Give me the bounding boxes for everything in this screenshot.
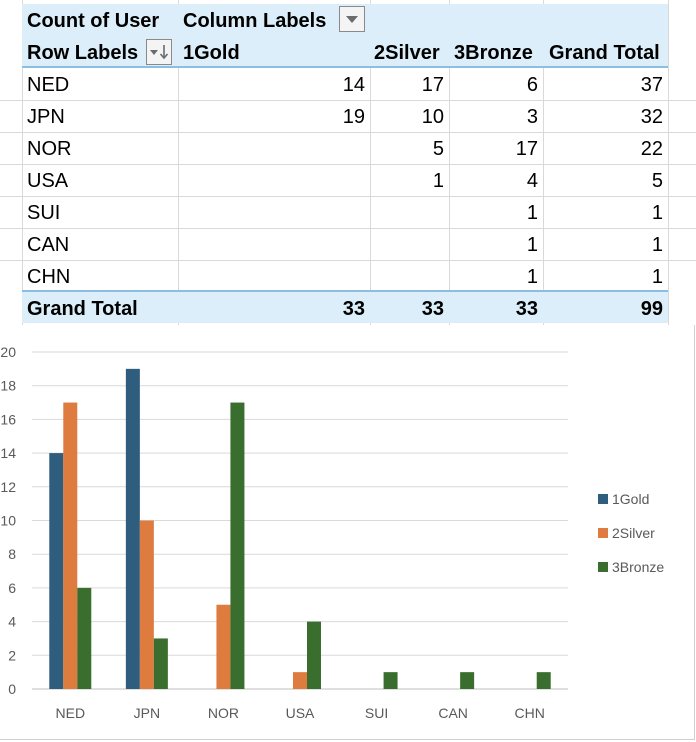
y-tick-label: 14 [0, 445, 16, 461]
cell-value[interactable]: 22 [640, 138, 663, 160]
row-label[interactable]: SUI [27, 202, 61, 224]
bar-3bronze-ned [77, 587, 92, 689]
y-tick-label: 12 [0, 479, 16, 495]
grid-line [0, 260, 696, 261]
row-label[interactable]: NOR [27, 138, 72, 160]
cell-value[interactable]: 1 [651, 266, 663, 288]
grand-total-value[interactable]: 33 [342, 298, 365, 320]
y-tick-label: 20 [0, 344, 16, 360]
row-label[interactable]: JPN [27, 106, 65, 128]
sort-filter-icon [150, 45, 169, 60]
row-label[interactable]: NED [27, 74, 70, 96]
cell-value[interactable]: 32 [640, 106, 663, 128]
cell-value[interactable]: 17 [515, 138, 538, 160]
bar-2silver-usa [293, 672, 307, 689]
cell-value[interactable]: 1 [432, 170, 444, 192]
grid-line [0, 164, 696, 165]
legend-swatch [598, 494, 608, 504]
grid-line [178, 0, 179, 325]
cell-value[interactable]: 3 [526, 106, 538, 128]
pivot-total-band [22, 292, 668, 323]
grid-line [22, 0, 23, 325]
bar-2silver-jpn [139, 520, 154, 689]
y-tick-label: 8 [8, 546, 16, 562]
cell-value[interactable]: 1 [651, 202, 663, 224]
x-tick-label: NED [56, 705, 86, 721]
row-sort-filter-button[interactable] [146, 39, 172, 65]
row-labels-header[interactable]: Row Labels [27, 42, 139, 64]
legend-swatch [598, 528, 608, 538]
row-label[interactable]: CAN [27, 234, 70, 256]
bar-3bronze-chn [536, 672, 551, 689]
grand-total-value[interactable]: 33 [515, 298, 538, 320]
pivot-corner-label[interactable]: Count of User [27, 10, 160, 32]
cell-value[interactable]: 4 [526, 170, 538, 192]
x-tick-label: SUI [365, 705, 388, 721]
pivot-table: Count of User Column Labels Row Labels 1… [0, 0, 696, 325]
grid-line [370, 0, 371, 325]
pivot-chart[interactable]: 0 2 4 6 8 10 12 14 16 18 20 NED JPN NOR USA SUI CAN CHN 1G… [0, 325, 695, 740]
column-filter-button[interactable] [339, 6, 365, 32]
bar-3bronze-nor [230, 402, 245, 689]
cell-value[interactable]: 1 [526, 202, 538, 224]
dropdown-arrow-icon [346, 16, 358, 23]
cell-value[interactable]: 5 [432, 138, 444, 160]
legend-swatch [598, 562, 608, 572]
y-tick-label: 0 [8, 681, 16, 697]
cell-value[interactable]: 17 [421, 74, 444, 96]
y-tick-label: 18 [0, 378, 16, 394]
grid-line [0, 132, 696, 133]
row-label[interactable]: CHN [27, 266, 71, 288]
grand-total-label[interactable]: Grand Total [27, 298, 138, 320]
y-tick-label: 2 [8, 647, 16, 663]
legend-label: 2Silver [612, 525, 655, 541]
x-tick-label: CAN [438, 705, 468, 721]
y-tick-label: 6 [8, 580, 16, 596]
grid-line [0, 196, 696, 197]
column-labels-header[interactable]: Column Labels [183, 10, 327, 32]
row-label[interactable]: USA [27, 170, 69, 192]
grid-line [543, 0, 544, 325]
cell-value[interactable]: 1 [526, 234, 538, 256]
column-header-bronze[interactable]: 3Bronze [454, 42, 533, 64]
x-tick-label: CHN [515, 705, 545, 721]
pivot-header-divider [22, 66, 668, 68]
bar-3bronze-jpn [153, 638, 168, 689]
bar-1gold-jpn [125, 368, 140, 689]
grid-line [0, 100, 696, 101]
legend-label: 3Bronze [612, 559, 664, 575]
cell-value[interactable]: 1 [651, 234, 663, 256]
x-tick-label: USA [286, 705, 315, 721]
bar-3bronze-sui [383, 672, 398, 689]
bar-chart-svg: 0 2 4 6 8 10 12 14 16 18 20 NED JPN NOR USA SUI CAN CHN 1G… [0, 344, 664, 721]
cell-value[interactable]: 1 [526, 266, 538, 288]
grid-line [0, 228, 696, 229]
column-header-grand-total[interactable]: Grand Total [549, 42, 660, 64]
bar-2silver-ned [63, 402, 78, 689]
cell-value[interactable]: 19 [342, 106, 365, 128]
cell-value[interactable]: 10 [421, 106, 444, 128]
cell-value[interactable]: 37 [640, 74, 663, 96]
y-tick-label: 4 [8, 614, 16, 630]
cell-value[interactable]: 5 [651, 170, 663, 192]
y-tick-label: 16 [0, 411, 16, 427]
legend-label: 1Gold [612, 491, 649, 507]
grid-line [668, 0, 669, 325]
x-tick-label: NOR [208, 705, 239, 721]
column-header-silver[interactable]: 2Silver [374, 42, 440, 64]
x-tick-label: JPN [134, 705, 160, 721]
bar-1gold-ned [49, 453, 64, 689]
bar-3bronze-can [460, 672, 475, 689]
pivot-total-divider [22, 290, 668, 292]
grid-line [449, 0, 450, 325]
bar-3bronze-usa [307, 621, 321, 689]
bar-2silver-nor [216, 604, 231, 689]
grand-total-value[interactable]: 99 [640, 298, 663, 320]
column-header-gold[interactable]: 1Gold [183, 42, 240, 64]
y-tick-label: 10 [0, 513, 16, 529]
grand-total-value[interactable]: 33 [421, 298, 444, 320]
cell-value[interactable]: 14 [342, 74, 365, 96]
cell-value[interactable]: 6 [526, 74, 538, 96]
